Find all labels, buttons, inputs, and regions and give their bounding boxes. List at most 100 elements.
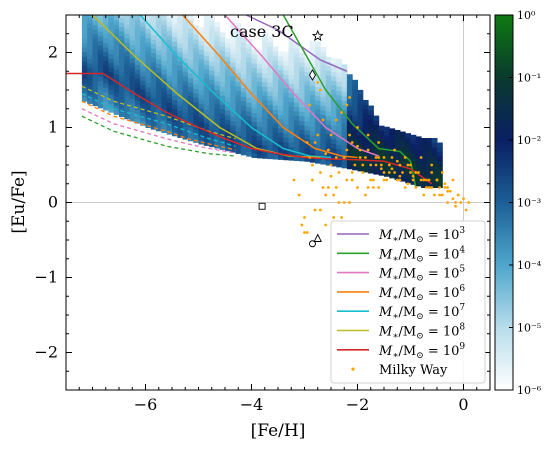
density-cell [384,149,390,155]
density-cell [230,48,237,54]
density-cell [299,93,305,99]
density-cell [198,94,205,100]
density-cell [299,111,305,117]
density-cell [309,103,316,109]
density-cell [378,170,385,176]
density-cell [373,115,380,121]
density-cell [124,15,131,21]
density-cell [225,83,231,89]
density-cell [129,111,136,117]
density-cell [278,154,284,160]
density-cell [161,28,168,34]
density-cell [161,42,168,48]
milky-way-point [340,216,343,219]
density-cell [325,70,332,76]
density-cell [336,85,343,91]
milky-way-point [334,118,338,122]
density-cell [172,77,178,83]
density-cell [341,104,348,110]
density-cell [150,79,157,85]
density-cell [346,128,353,134]
milky-way-point [358,148,362,152]
density-cell [357,89,364,95]
density-cell [235,40,242,46]
milky-way-point [345,103,349,107]
dashed-series-4 [81,115,236,157]
density-cell [113,28,120,34]
density-cell [187,64,194,70]
density-cell [203,122,210,128]
density-cell [156,99,162,105]
density-cell [97,31,104,37]
density-cell [108,62,115,68]
density-cell [331,102,337,108]
density-cell [278,51,284,57]
density-cell [415,181,422,187]
milky-way-point [308,156,312,159]
density-cell [97,103,104,109]
milky-way-point [377,186,381,189]
density-cell [235,58,242,64]
density-cell [346,137,353,143]
density-cell [240,141,247,147]
density-cell [161,91,168,97]
density-cell [182,85,189,91]
density-cell [177,96,184,102]
density-cell [357,143,364,149]
density-cell [81,38,88,44]
density-cell [113,60,120,66]
density-cell [103,29,109,34]
milky-way-point [417,171,420,174]
milky-way-point [303,231,306,234]
density-cell [384,135,390,141]
density-cell [341,122,348,128]
density-cell [156,72,162,78]
density-cell [315,145,321,151]
density-cell [203,68,210,74]
density-cell [214,35,221,41]
density-cell [145,15,152,20]
density-cell [394,138,401,144]
density-cell [140,53,146,59]
density-cell [336,139,343,145]
series-line-3 [245,15,348,72]
density-cell [304,147,311,153]
density-cell [198,67,205,73]
density-cell [325,57,332,62]
density-cell [145,64,152,70]
milky-way-point [422,178,426,182]
density-cell [362,162,369,168]
density-cell [108,89,115,95]
density-cell [415,140,422,146]
density-cell [373,129,380,135]
density-cell [362,104,369,110]
density-cell [315,109,321,115]
density-cell [166,89,173,95]
density-cell [172,23,178,29]
density-cell [203,127,210,133]
density-cell [156,76,162,82]
milky-way-point [356,126,359,129]
density-cell [156,31,162,37]
milky-way-point [409,163,412,167]
density-cell [81,47,88,53]
density-cell [193,97,199,103]
density-cell [92,78,99,84]
density-cell [161,37,168,43]
density-cell [384,131,390,137]
density-cell [299,84,305,90]
milky-way-point [459,201,463,204]
density-cell [278,150,284,156]
density-cell [251,81,258,86]
dashed-series-5 [81,108,236,154]
density-cell [421,138,427,143]
density-cell [288,43,295,49]
density-cell [304,111,311,117]
colorbar-tick-label: 10⁰ [517,9,536,22]
density-cell [378,157,385,163]
milky-way-points [292,81,471,234]
density-cell [203,77,210,83]
density-cell [209,115,215,121]
density-cell [198,85,205,91]
